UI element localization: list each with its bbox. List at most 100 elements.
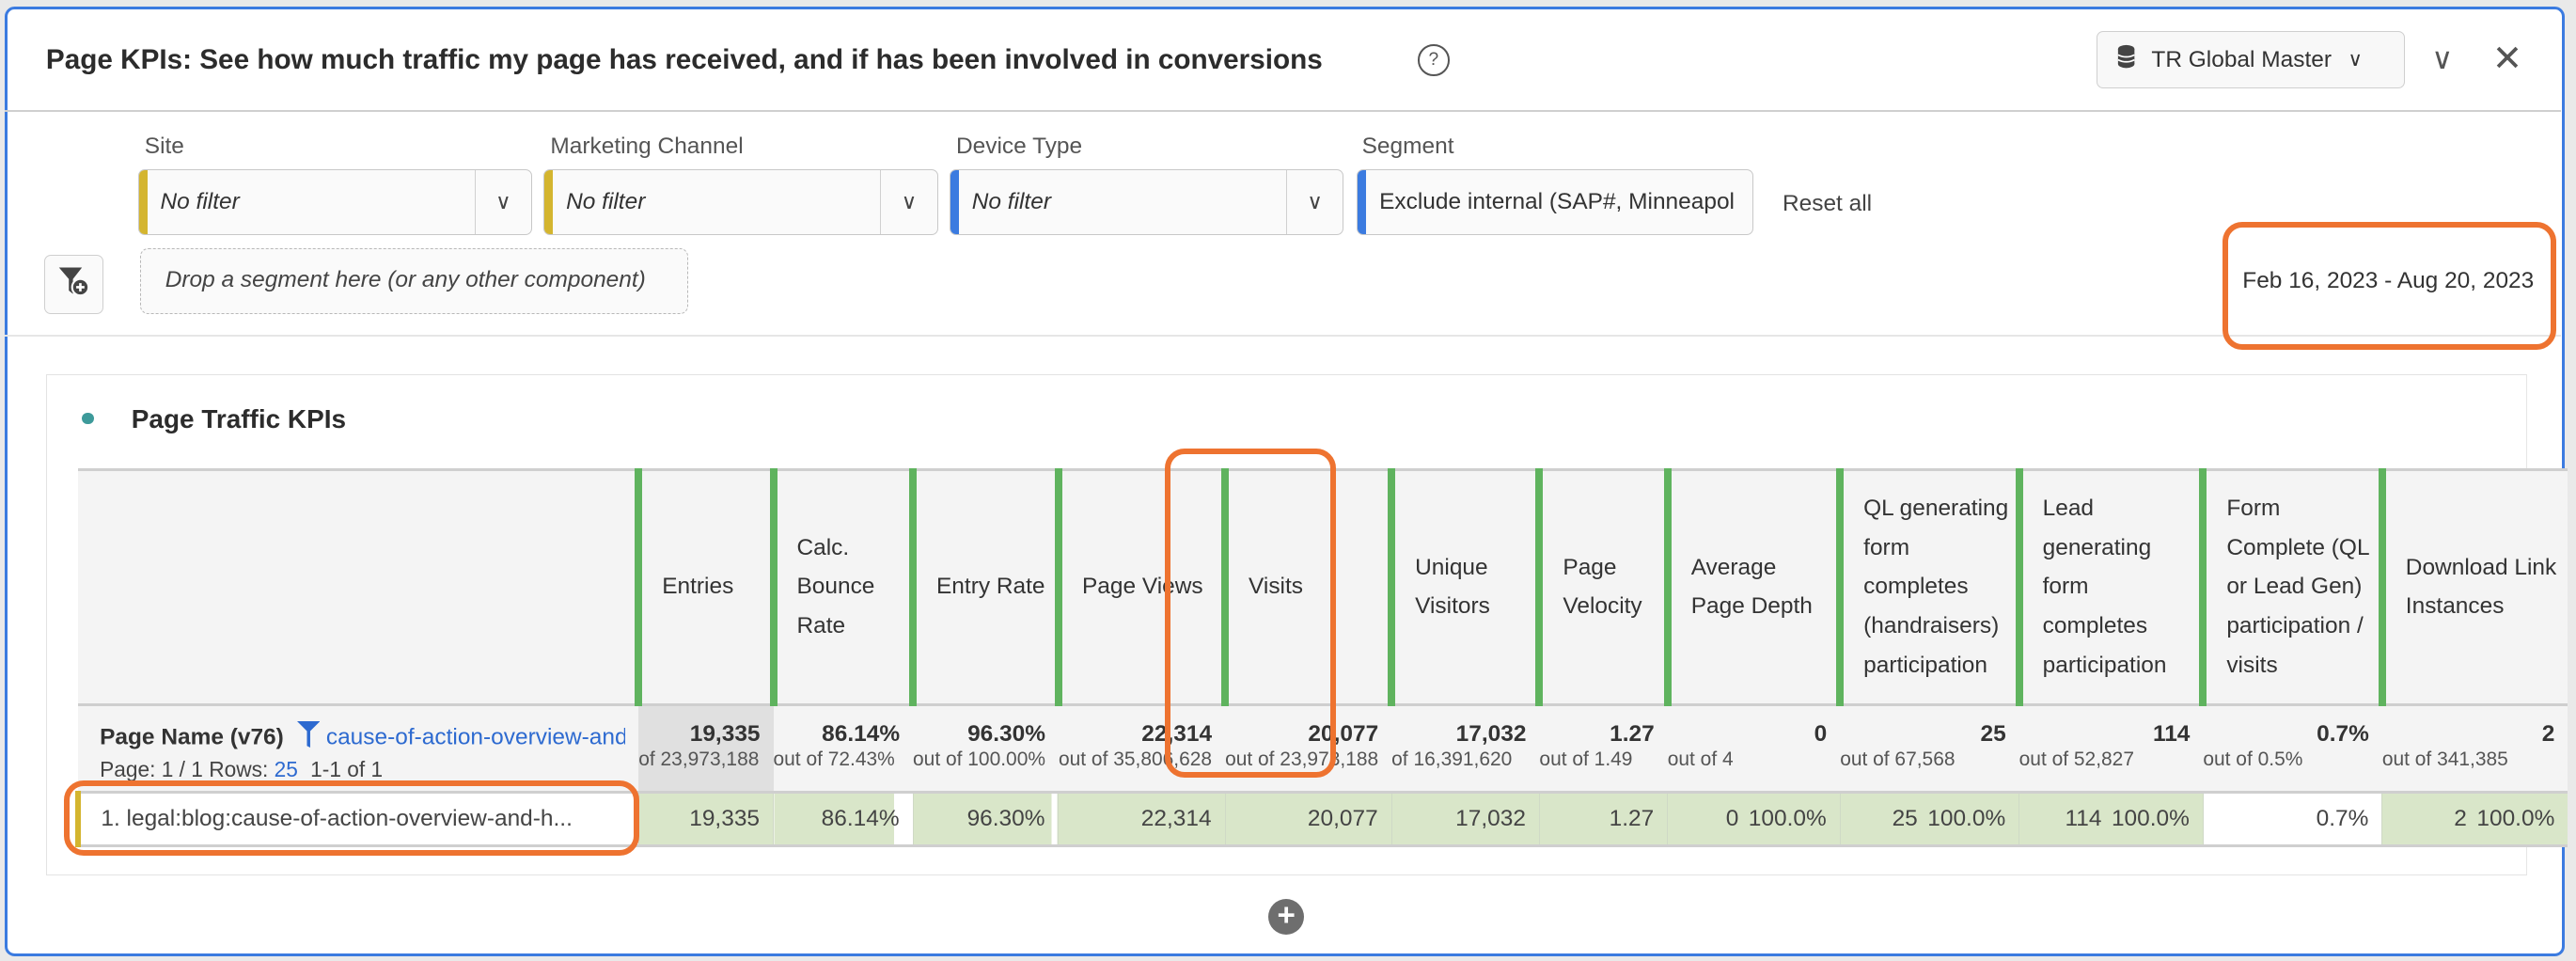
column-total: 17,032 <box>1455 720 1527 747</box>
column-total-of: of 16,391,620 <box>1391 748 1513 771</box>
database-icon <box>2117 44 2135 75</box>
metric-value: 19,335 <box>689 805 761 831</box>
drag-handle[interactable] <box>138 169 148 234</box>
row-range: 1-1 of 1 <box>310 757 384 782</box>
filter-label-segment: Segment <box>1361 133 1454 159</box>
marketing-channel-filter-dropdown[interactable]: No filter ∨ <box>543 168 938 235</box>
report-suite-selector[interactable]: TR Global Master ∨ <box>2096 31 2406 89</box>
dimension-filter-value[interactable]: cause-of-action-overview-and-h <box>325 724 626 750</box>
drag-handle[interactable] <box>544 169 554 234</box>
column-total-cell: 19,335 of 23,973,188 <box>638 702 774 792</box>
report-suite-label: TR Global Master <box>2151 46 2332 72</box>
metric-value: 0 <box>1725 805 1739 831</box>
freeform-table: Entries Calc. Bounce Rate Entry Rate Page V… <box>75 468 2568 848</box>
metric-cell: 0 100.0% <box>1667 790 1841 848</box>
panel-status-dot-icon <box>82 412 94 424</box>
column-total-of: out of 341,385 <box>2381 748 2508 771</box>
chevron-down-icon[interactable]: ∨ <box>1285 169 1343 234</box>
column-total: 20,077 <box>1308 720 1379 747</box>
column-total-of: of 23,973,188 <box>638 748 760 771</box>
column-total-of: out of 0.5% <box>2203 748 2303 771</box>
highlight-annotation <box>2223 221 2557 351</box>
chevron-down-icon[interactable]: ∨ <box>880 169 936 234</box>
device-type-filter-dropdown[interactable]: No filter ∨ <box>950 168 1344 235</box>
highlight-annotation <box>64 780 639 857</box>
column-header[interactable]: Form Complete (QL or Lead Gen) participa… <box>2199 468 2382 705</box>
metric-value: 2 <box>2454 805 2467 831</box>
column-header[interactable]: Unique Visitors <box>1388 468 1540 705</box>
metric-percent: 100.0% <box>2476 805 2555 831</box>
dimension-name[interactable]: Page Name (v76) <box>100 724 284 750</box>
metric-cell: 86.14% <box>773 790 914 848</box>
chevron-down-icon[interactable]: ∨ <box>474 169 531 234</box>
metric-cell: 114 100.0% <box>2018 790 2204 848</box>
metric-value: 25 <box>1892 805 1918 831</box>
column-total-cell: 0.7% out of 0.5% <box>2203 702 2382 792</box>
add-segment-button[interactable] <box>44 254 104 314</box>
totals-row: Page Name (v76) cause-of-action-overview… <box>78 702 2568 792</box>
metric-percent: 100.0% <box>1927 805 2006 831</box>
column-total: 86.14% <box>822 720 901 747</box>
metric-percent: 100.0% <box>1748 805 1827 831</box>
rows-per-page-selector[interactable]: 25 <box>274 757 298 782</box>
filter-label-device-type: Device Type <box>956 133 1083 159</box>
column-total-cell: 2 out of 341,385 <box>2381 702 2568 792</box>
reset-all-link[interactable]: Reset all <box>1782 190 1873 216</box>
column-header[interactable]: Visits <box>1221 468 1392 705</box>
divider <box>5 335 2562 338</box>
metric-cell: 2 100.0% <box>2381 790 2568 848</box>
filter-value: No filter <box>566 188 646 214</box>
column-total: 0 <box>1814 720 1828 747</box>
column-total-cell: 0 out of 4 <box>1667 702 1841 792</box>
column-total: 2 <box>2541 720 2555 747</box>
column-header[interactable]: Page Views <box>1054 468 1226 705</box>
close-icon[interactable]: ✕ <box>2491 39 2523 80</box>
header-row: Entries Calc. Bounce Rate Entry Rate Page V… <box>78 468 2568 705</box>
table-title[interactable]: Page Traffic KPIs <box>131 403 347 433</box>
dimension-header-cell <box>78 468 639 705</box>
column-total-cell: 96.30% out of 100.00% <box>913 702 1059 792</box>
metric-value: 22,314 <box>1140 805 1212 831</box>
column-header[interactable]: Entries <box>635 468 774 705</box>
metric-cell: 17,032 <box>1390 790 1540 848</box>
row-label[interactable]: 1. legal:blog:cause-of-action-overview-a… <box>75 790 639 848</box>
drag-handle[interactable] <box>1358 169 1367 234</box>
add-visualization-button[interactable]: + <box>1268 898 1305 936</box>
help-icon[interactable]: ? <box>1418 44 1450 76</box>
column-total-cell: 114 out of 52,827 <box>2018 702 2204 792</box>
metric-value: 0.7% <box>2316 805 2369 831</box>
column-header[interactable]: Entry Rate <box>909 468 1059 705</box>
column-total-of: out of 67,568 <box>1840 748 1956 771</box>
site-filter-dropdown[interactable]: No filter ∨ <box>137 168 533 235</box>
column-total-of: out of 23,973,188 <box>1225 748 1379 771</box>
segment-drop-zone[interactable]: Drop a segment here (or any other compon… <box>139 247 689 314</box>
column-total: 25 <box>1980 720 2006 747</box>
column-header[interactable]: Average Page Depth <box>1663 468 1841 705</box>
filter-value: Exclude internal (SAP#, Minneapol <box>1379 188 1735 214</box>
metric-cell: 0.7% <box>2202 790 2382 848</box>
metric-cell: 1.27 <box>1538 790 1668 848</box>
metric-value: 114 <box>2065 805 2102 831</box>
column-total: 0.7% <box>2317 720 2369 747</box>
segment-filter[interactable]: Exclude internal (SAP#, Minneapol <box>1357 168 1753 235</box>
metric-value: 17,032 <box>1455 805 1526 831</box>
filter-icon[interactable] <box>291 720 321 749</box>
column-total-cell: 22,314 out of 35,806,628 <box>1058 702 1226 792</box>
metric-cell: 25 100.0% <box>1839 790 2019 848</box>
collapse-panel-button[interactable]: ∨ <box>2431 42 2454 76</box>
column-total: 1.27 <box>1610 720 1655 747</box>
column-total-cell: 25 out of 67,568 <box>1840 702 2019 792</box>
column-total-of: out of 72.43% <box>773 748 895 771</box>
rows-label: Rows: <box>209 757 269 782</box>
column-header[interactable]: Download Link Instances <box>2378 468 2568 705</box>
date-range-picker[interactable]: Feb 16, 2023 - Aug 20, 2023 <box>2242 267 2535 293</box>
column-header[interactable]: Lead generating form completes participa… <box>2015 468 2204 705</box>
column-total-of: out of 4 <box>1667 748 1734 771</box>
column-header[interactable]: Page Velocity <box>1535 468 1668 705</box>
column-header[interactable]: Calc. Bounce Rate <box>769 468 914 705</box>
column-header[interactable]: QL generating form completes (handraiser… <box>1836 468 2019 705</box>
table-row[interactable]: 1. legal:blog:cause-of-action-overview-a… <box>75 790 2568 848</box>
filter-add-icon <box>57 264 90 304</box>
drag-handle[interactable] <box>950 169 959 234</box>
chevron-down-icon: ∨ <box>2348 49 2363 71</box>
